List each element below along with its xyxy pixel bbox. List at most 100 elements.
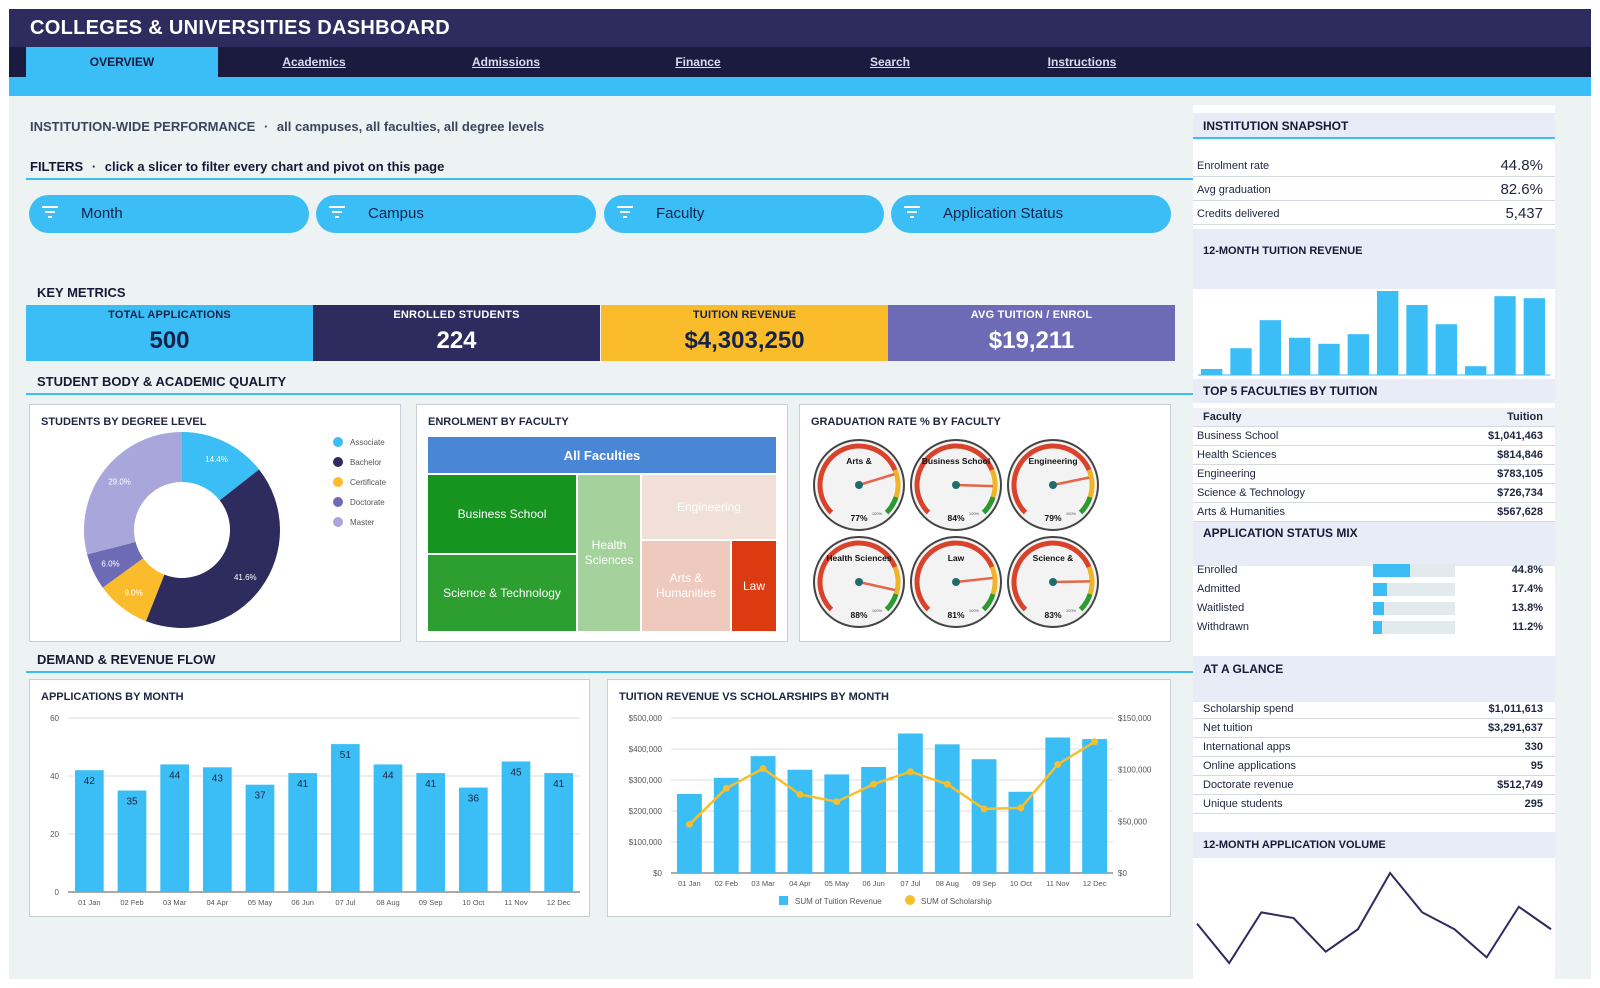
revenue-card: TUITION REVENUE VS SCHOLARSHIPS BY MONTH… <box>607 679 1171 917</box>
x-tick-label: 07 Jul <box>900 879 920 888</box>
status-bar-fill <box>1373 583 1388 596</box>
tuition-spark-title: 12-MONTH TUITION REVENUE <box>1193 229 1555 289</box>
status-value: 17.4% <box>1511 583 1543 595</box>
scholarship-point <box>1017 804 1025 812</box>
donut-slice <box>182 432 260 501</box>
snapshot-row: Avg graduation 82.6% <box>1193 177 1555 201</box>
section-flow-title: DEMAND & REVENUE FLOW <box>26 652 1208 673</box>
top5-row: Health Sciences $814,846 <box>1193 446 1555 465</box>
scholarship-point <box>759 765 767 773</box>
donut-slice-label: 41.6% <box>234 573 257 582</box>
x-tick-label: 11 Nov <box>1046 879 1069 888</box>
treemap-label: Engineering <box>677 500 741 514</box>
x-tick-label: 12 Dec <box>1083 879 1107 888</box>
gauge-band <box>884 593 899 612</box>
y-tick-label: 0 <box>55 888 60 897</box>
gauge-needle <box>955 483 994 488</box>
revenue-bar <box>898 733 923 873</box>
donut-slice <box>87 541 144 588</box>
x-tick-label: 09 Sep <box>419 898 443 907</box>
kpi-tile: TUITION REVENUE $4,303,250 <box>601 305 888 361</box>
spark-bar <box>1289 337 1311 375</box>
gauge-band <box>1078 496 1093 515</box>
revenue-bar <box>1008 791 1034 873</box>
spark-line <box>1196 871 1552 965</box>
gauge-needle <box>858 580 896 592</box>
tab-finance[interactable]: Finance <box>675 55 721 69</box>
applications-chart-title: APPLICATIONS BY MONTH <box>41 691 184 703</box>
tab-overview[interactable]: OVERVIEW <box>26 47 218 77</box>
status-row: Withdrawn 11.2% <box>1193 618 1555 637</box>
revenue-bar <box>971 759 997 873</box>
bar <box>416 773 445 892</box>
x-tick-label: 01 Jan <box>678 879 701 888</box>
top5-header: Faculty Tuition <box>1193 408 1555 427</box>
bar <box>459 787 488 892</box>
faculty-tuition: $783,105 <box>1497 468 1543 480</box>
scholarship-point <box>796 790 804 798</box>
slicer-faculty[interactable]: Faculty <box>604 195 884 233</box>
x-tick-label: 03 Mar <box>751 879 775 888</box>
glance-row: Doctorate revenue $512,749 <box>1193 776 1555 795</box>
gauge-needle <box>955 576 993 584</box>
revenue-bar <box>677 793 702 873</box>
treemap-node-law <box>732 541 776 631</box>
dashboard: COLLEGES & UNIVERSITIES DASHBOARD OVERVI… <box>9 9 1591 979</box>
top5-row: Business School $1,041,463 <box>1193 427 1555 446</box>
status-bar-fill <box>1373 602 1385 615</box>
filter-icon <box>904 206 920 218</box>
glance-row: International apps 330 <box>1193 738 1555 757</box>
tab-search[interactable]: Search <box>869 55 911 69</box>
slicer-campus[interactable]: Campus <box>316 195 596 233</box>
tab-admissions[interactable]: Admissions <box>471 55 540 69</box>
status-label: Enrolled <box>1197 564 1238 576</box>
filters-heading: FILTERS · click a slicer to filter every… <box>26 159 1208 180</box>
x-tick-label: 09 Sep <box>972 879 996 888</box>
legend-swatch <box>905 895 915 905</box>
bar <box>160 764 189 892</box>
snapshot-label: Credits delivered <box>1197 208 1280 220</box>
status-label: Admitted <box>1197 583 1241 595</box>
top5-row: Engineering $783,105 <box>1193 465 1555 484</box>
x-tick-label: 11 Nov <box>504 898 527 907</box>
spark-bar <box>1318 343 1340 375</box>
spark-bar <box>1465 366 1487 375</box>
y-right-tick-label: $50,000 <box>1118 817 1147 826</box>
nav-accent-stripe <box>9 77 1591 96</box>
y-left-tick-label: $200,000 <box>629 807 663 816</box>
scholarship-point <box>1091 738 1099 746</box>
treemap-node-engineering <box>642 475 776 539</box>
gauge-value: 81% <box>947 610 964 620</box>
tab-instructions[interactable]: Instructions <box>1047 55 1117 69</box>
gauge-band <box>817 540 898 612</box>
tab-academics[interactable]: Academics <box>282 55 346 69</box>
legend-swatch <box>779 896 788 905</box>
gauge-name: Arts & <box>846 456 872 466</box>
glance-label: Unique students <box>1203 798 1283 810</box>
bar-value-label: 43 <box>212 773 224 784</box>
status-value: 44.8% <box>1511 564 1543 576</box>
faculty-treemap-card: ENROLMENT BY FACULTY All Faculties Busin… <box>416 404 788 642</box>
gauge-band <box>892 469 901 498</box>
slicer-month[interactable]: Month <box>29 195 309 233</box>
glance-label: Scholarship spend <box>1203 703 1294 715</box>
performance-separator: · <box>263 119 269 134</box>
treemap-root-node <box>428 437 776 473</box>
legend-label: Master <box>350 518 375 527</box>
treemap-label: Business School <box>458 507 547 521</box>
x-tick-label: 10 Oct <box>462 898 485 907</box>
glance-label: International apps <box>1203 741 1291 753</box>
donut-slice-label: 14.4% <box>205 455 228 464</box>
treemap-label: Health Sciences <box>585 538 634 567</box>
gauge-value: 83% <box>1044 610 1061 620</box>
gauge-hub <box>1049 578 1057 586</box>
treemap-node-arts-humanities <box>642 541 730 631</box>
treemap-root-label: All Faculties <box>564 448 641 463</box>
faculty-name: Engineering <box>1197 468 1256 480</box>
x-tick-label: 08 Aug <box>936 879 959 888</box>
nav-bar: OVERVIEW Academics Admissions Finance Se… <box>9 47 1591 77</box>
glance-row: Scholarship spend $1,011,613 <box>1193 700 1555 719</box>
filter-icon <box>617 206 633 218</box>
slicer-application-status[interactable]: Application Status <box>891 195 1171 233</box>
gauge-band <box>892 566 901 595</box>
